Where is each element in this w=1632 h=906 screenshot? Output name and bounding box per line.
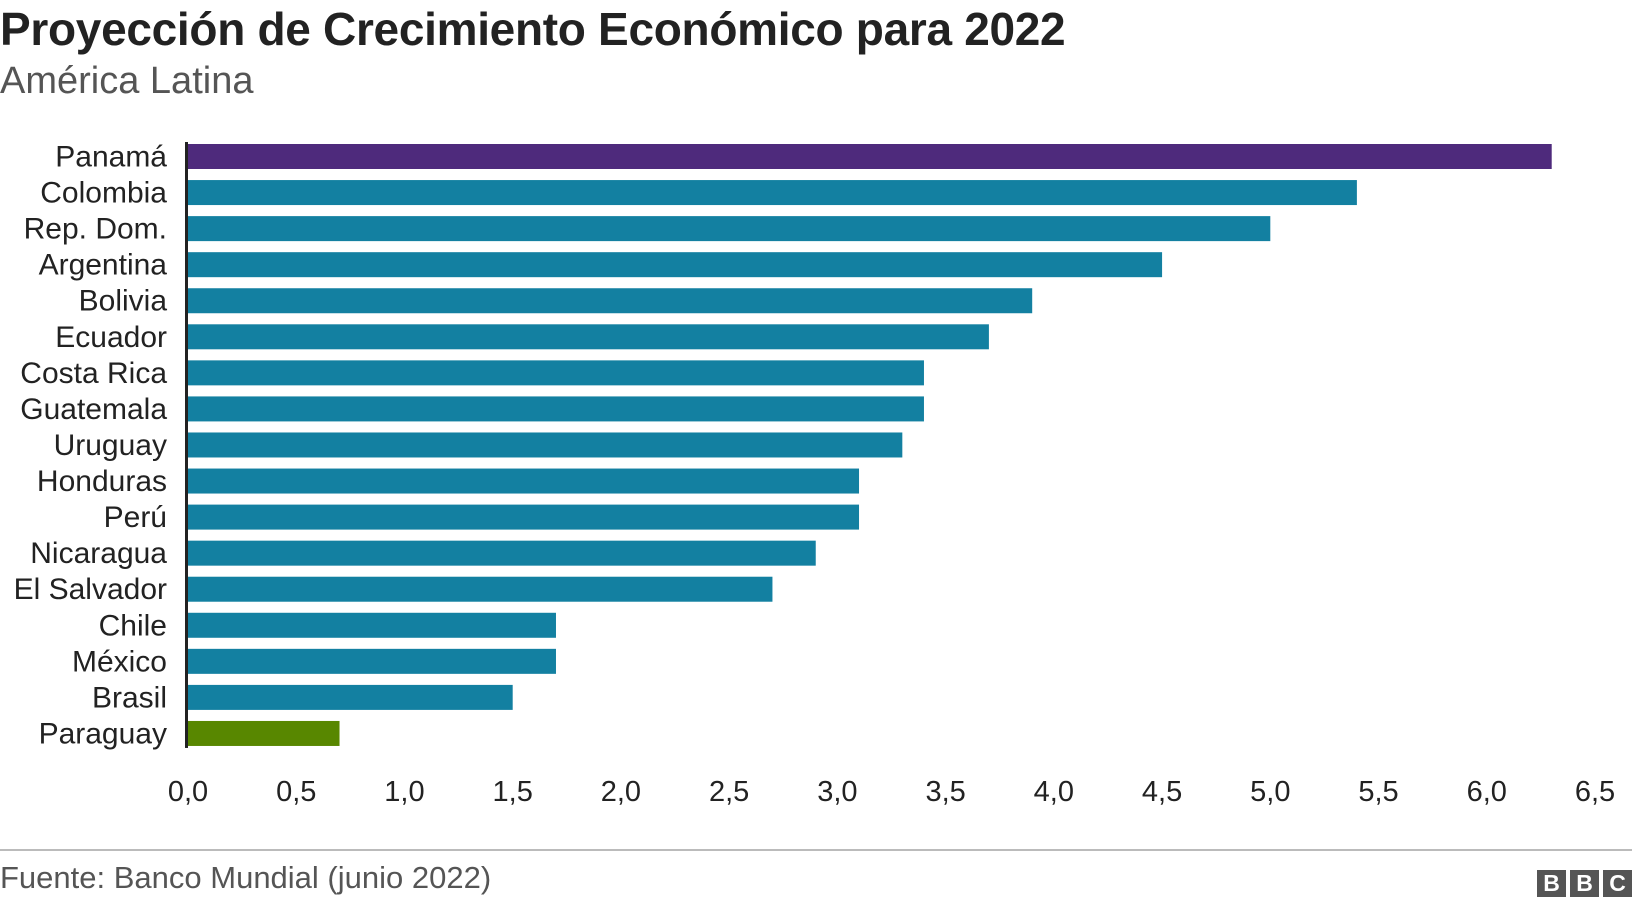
x-tick-label: 5,5 bbox=[1358, 776, 1398, 808]
category-label: Nicaragua bbox=[30, 537, 167, 570]
bar bbox=[188, 144, 1552, 169]
category-label: Bolivia bbox=[79, 285, 168, 318]
bar bbox=[188, 360, 924, 386]
bar bbox=[188, 288, 1033, 314]
bar bbox=[188, 504, 860, 530]
chart-title: Proyección de Crecimiento Económico para… bbox=[0, 3, 1066, 55]
x-tick-label: 0,5 bbox=[276, 776, 316, 808]
bar bbox=[188, 396, 924, 422]
bbc-logo-letter: B bbox=[1537, 870, 1566, 897]
x-tick-label: 1,0 bbox=[384, 776, 424, 808]
y-axis-line bbox=[185, 142, 188, 748]
category-label: Argentina bbox=[39, 249, 168, 282]
x-tick-label: 1,5 bbox=[493, 776, 533, 808]
bbc-logo: B B C bbox=[1537, 870, 1632, 897]
x-tick-label: 3,0 bbox=[817, 776, 857, 808]
category-label: Colombia bbox=[40, 177, 167, 210]
bbc-logo-letter: C bbox=[1603, 870, 1632, 897]
bar bbox=[188, 540, 816, 566]
x-tick-label: 2,5 bbox=[709, 776, 749, 808]
category-label: Honduras bbox=[37, 465, 167, 498]
x-tick-label: 5,0 bbox=[1250, 776, 1290, 808]
bar bbox=[188, 648, 556, 674]
category-label: Rep. Dom. bbox=[24, 213, 167, 246]
bbc-logo-letter: B bbox=[1570, 870, 1599, 897]
category-label: El Salvador bbox=[14, 573, 167, 606]
x-tick-label: 2,0 bbox=[601, 776, 641, 808]
x-tick-label: 4,5 bbox=[1142, 776, 1182, 808]
category-label: Uruguay bbox=[54, 429, 167, 462]
bar bbox=[188, 612, 556, 638]
bar bbox=[188, 468, 860, 494]
x-tick-label: 6,0 bbox=[1467, 776, 1507, 808]
category-label: México bbox=[72, 645, 167, 678]
x-tick-label: 6,5 bbox=[1575, 776, 1615, 808]
category-label: Panamá bbox=[55, 141, 167, 174]
bar bbox=[188, 252, 1163, 278]
bar bbox=[188, 324, 989, 350]
category-label: Ecuador bbox=[55, 321, 167, 354]
chart-subtitle: América Latina bbox=[0, 60, 254, 102]
bar bbox=[188, 720, 340, 746]
x-tick-label: 3,5 bbox=[925, 776, 965, 808]
source-note: Fuente: Banco Mundial (junio 2022) bbox=[0, 860, 492, 895]
category-label: Guatemala bbox=[20, 393, 167, 426]
bar bbox=[188, 576, 773, 602]
bar bbox=[188, 684, 513, 710]
category-label: Chile bbox=[99, 609, 167, 642]
bar bbox=[188, 216, 1271, 242]
category-label: Costa Rica bbox=[20, 357, 167, 390]
bar bbox=[188, 432, 903, 458]
category-label: Perú bbox=[104, 501, 167, 534]
category-label: Brasil bbox=[92, 681, 167, 714]
footer-divider bbox=[0, 849, 1632, 851]
x-tick-label: 4,0 bbox=[1034, 776, 1074, 808]
category-label: Paraguay bbox=[39, 717, 167, 750]
bar bbox=[188, 180, 1357, 206]
x-tick-label: 0,0 bbox=[168, 776, 208, 808]
